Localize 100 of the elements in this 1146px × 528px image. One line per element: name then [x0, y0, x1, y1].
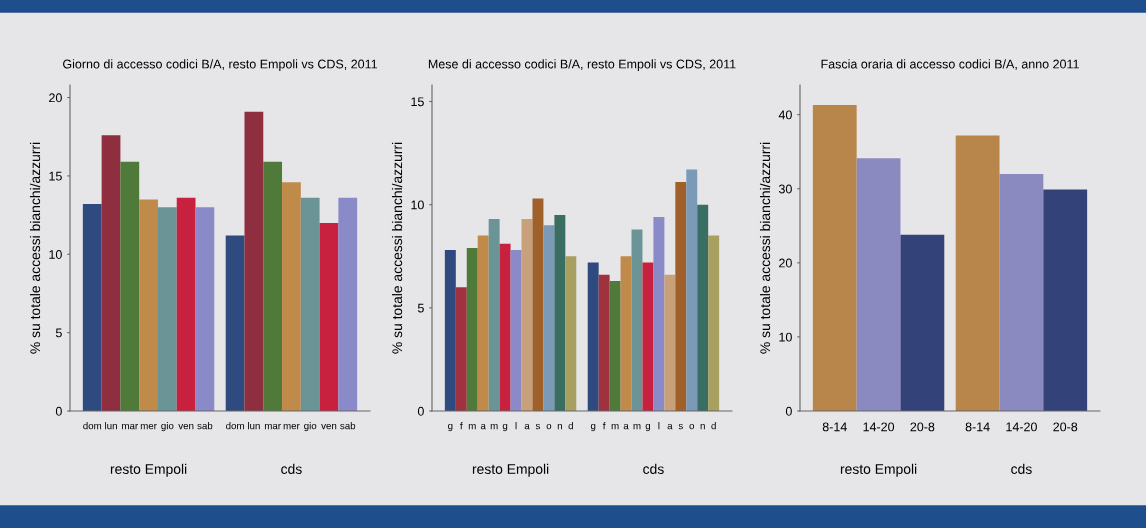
y-tick-label: 0 [417, 406, 424, 416]
x-tick-label: resto Empoli [110, 463, 187, 477]
bar [999, 173, 1044, 411]
text: sab [340, 422, 356, 430]
bar [499, 243, 511, 411]
bar [543, 225, 555, 411]
series-label: g [502, 423, 508, 432]
y-tick-label: 0 [785, 406, 792, 416]
bar [521, 219, 533, 411]
bar [812, 105, 857, 411]
bar [466, 248, 478, 411]
series-label: sab [197, 422, 213, 430]
series-label: lun [105, 422, 117, 430]
bar [263, 161, 283, 411]
bar [510, 250, 522, 411]
y-tick-label: 30 [778, 184, 792, 194]
bar [708, 235, 720, 411]
bar [455, 287, 467, 411]
text: mer [283, 423, 300, 430]
bar [554, 214, 566, 411]
bar [282, 182, 301, 411]
bar [587, 262, 599, 411]
text: 8-14 [965, 422, 990, 432]
text: lun [248, 422, 260, 430]
bar [444, 250, 456, 411]
bar [565, 256, 577, 411]
series-label: mer [140, 423, 157, 430]
series-label: 20-8 [910, 422, 935, 432]
bar [697, 204, 709, 411]
series-label: a [524, 423, 530, 430]
bar [642, 262, 654, 411]
x-tick-label: cds [643, 463, 664, 474]
bar [139, 199, 158, 411]
y-tick-label: 10 [779, 332, 792, 342]
y-tick-label: 10 [49, 250, 62, 259]
text: g [590, 423, 596, 432]
text: 14-20 [1006, 422, 1037, 432]
text: ven [321, 423, 337, 430]
series-label: a [480, 423, 486, 430]
bar [195, 207, 215, 411]
series-label: l [515, 422, 517, 430]
bar [598, 274, 610, 411]
x-tick-label: resto Empoli [472, 463, 549, 477]
series-label: s [535, 423, 541, 430]
y-tick-label: 5 [55, 328, 62, 338]
bar [675, 181, 687, 411]
y-tick-label: 20 [779, 258, 792, 268]
x-tick-label: resto Empoli [840, 463, 917, 477]
text: l [658, 422, 660, 430]
text: mar [264, 423, 281, 430]
series-label: m [490, 423, 498, 430]
bar [664, 274, 676, 411]
series-label: mar [122, 423, 139, 430]
text: m [633, 423, 641, 430]
series-label: d [568, 422, 573, 430]
series-label: 14-20 [863, 422, 895, 432]
x-tick-label: cds [1011, 463, 1032, 474]
text: g [645, 423, 651, 432]
y-axis-title: % su totale accessi bianchi/azzurri [759, 142, 771, 354]
bar [900, 234, 945, 411]
chart-title: Fascia oraria di accesso codici B/A, anno 2011 [821, 59, 1079, 70]
bar [244, 111, 264, 411]
bar [120, 161, 140, 411]
bar [157, 207, 177, 411]
y-tick-label: 15 [411, 97, 424, 107]
y-tick-label: 20 [49, 93, 62, 103]
text: a [667, 423, 673, 430]
bar [609, 281, 621, 411]
bar [488, 219, 500, 411]
bar [620, 256, 632, 411]
y-tick-label: 40 [778, 110, 792, 120]
text: n [700, 423, 705, 430]
bar [856, 158, 901, 411]
x-tick-label: cds [281, 463, 302, 474]
series-label: m [468, 423, 476, 430]
text: gio [304, 422, 317, 432]
bar [225, 235, 245, 411]
chart-title: Mese di accesso codici B/A, resto Empoli vs CDS, 2011 [428, 59, 736, 71]
y-axis-title: % su totale accessi bianchi/azzurri [29, 142, 41, 354]
series-label: f [460, 422, 463, 430]
y-tick-label: 10 [411, 200, 424, 210]
bar [532, 198, 544, 411]
series-label: n [557, 423, 562, 430]
y-tick-label: 5 [417, 303, 424, 313]
y-tick-label: 15 [49, 171, 62, 181]
bar [477, 235, 489, 411]
bar [101, 135, 121, 411]
text: f [602, 422, 606, 430]
series-label: ven [178, 423, 194, 430]
y-axis-title: % su totale accessi bianchi/azzurri [391, 142, 403, 354]
bar [300, 197, 320, 411]
text: m [611, 423, 619, 430]
bar [338, 197, 358, 411]
series-label: 8-14 [822, 422, 847, 432]
text: s [678, 423, 683, 430]
bar [631, 229, 643, 411]
bar [686, 169, 698, 411]
series-label: dom [83, 422, 102, 430]
text: o [689, 423, 695, 430]
series-label: g [448, 423, 453, 432]
